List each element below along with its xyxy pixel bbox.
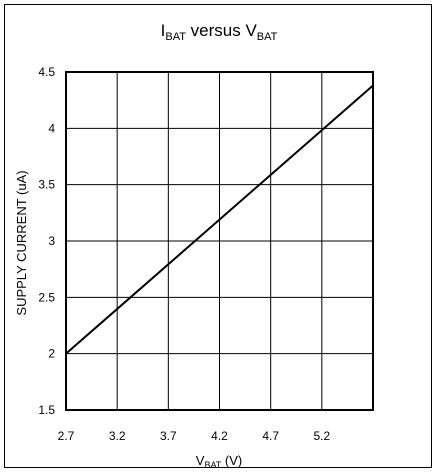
- y-tick-labels: 1.5 2 2.5 3 3.5 4 4.5: [38, 65, 55, 417]
- title-mid: versus V: [186, 21, 258, 40]
- chart-frame: [4, 4, 432, 468]
- x-tick-label: 2.7: [58, 429, 75, 443]
- x-tick-label: 4.7: [262, 429, 279, 443]
- x-axis-label: VBAT (V): [196, 453, 242, 470]
- x-tick-label: 3.2: [109, 429, 126, 443]
- y-tick-label: 2.5: [38, 290, 55, 304]
- xlabel-sub: BAT: [204, 460, 221, 470]
- x-tick-label: 4.2: [211, 429, 228, 443]
- x-tick-label: 5.2: [313, 429, 330, 443]
- xlabel-main: V: [196, 453, 205, 468]
- title-sub2: BAT: [257, 31, 278, 43]
- y-tick-label: 4.5: [38, 65, 55, 79]
- y-tick-label: 3.5: [38, 178, 55, 192]
- y-tick-label: 2: [48, 347, 55, 361]
- xlabel-rest: (V): [221, 453, 242, 468]
- y-tick-label: 3: [48, 234, 55, 248]
- y-tick-label: 1.5: [38, 403, 55, 417]
- y-tick-label: 4: [48, 121, 55, 135]
- title-main: I: [161, 21, 166, 40]
- plot-border: [65, 71, 374, 411]
- plot-area: [65, 84, 374, 355]
- series-line: [65, 84, 374, 355]
- x-tick-label: 3.7: [160, 429, 177, 443]
- y-axis-label: SUPPLY CURRENT (uA): [14, 170, 29, 315]
- chart-title: IBAT versus VBAT: [161, 21, 278, 43]
- grid: [65, 71, 374, 411]
- title-sub: BAT: [165, 31, 186, 43]
- x-tick-labels: 2.7 3.2 3.7 4.2 4.7 5.2: [58, 429, 331, 443]
